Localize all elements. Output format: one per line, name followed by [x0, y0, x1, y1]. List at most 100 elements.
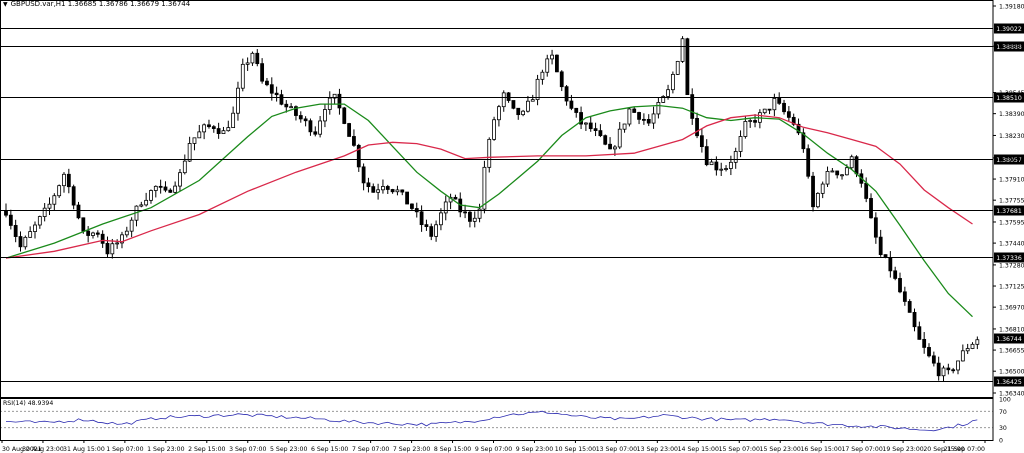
candle-body-down: [559, 71, 564, 88]
time-tick-label: 30 Aug 2021: [2, 446, 42, 453]
time-tick-label: 20 Sep 15:00: [923, 446, 964, 453]
candle-body-up: [178, 172, 182, 187]
candle-body-up: [236, 87, 240, 114]
candle-body-down: [66, 173, 71, 188]
candle: [748, 118, 753, 128]
candle: [216, 122, 221, 139]
candle-body-down: [806, 148, 811, 177]
candle: [651, 106, 656, 129]
candle-body-up: [52, 195, 57, 205]
candle-body-down: [168, 189, 173, 193]
candle-body-up: [530, 99, 535, 102]
time-tick-label: 2 Sep 15:00: [188, 446, 225, 453]
candle: [786, 106, 791, 122]
candle: [37, 215, 42, 229]
candle-body-up: [289, 106, 294, 109]
time-tick-label: 3 Sep 07:00: [229, 446, 266, 453]
candle: [767, 108, 772, 115]
candle: [941, 365, 946, 382]
candle-body-down: [608, 143, 612, 150]
candle-body-up: [656, 102, 661, 115]
time-tick-label: 15 Sep 23:00: [760, 446, 801, 453]
candle-body-down: [927, 347, 931, 357]
level-label-bg: [994, 41, 1024, 52]
candle: [680, 36, 685, 63]
candle: [815, 192, 820, 209]
candle: [487, 137, 492, 173]
price-tick-label: 1.37755: [999, 198, 1024, 205]
candle: [951, 367, 956, 374]
candle-body-up: [250, 52, 255, 64]
candle-body-up: [521, 110, 525, 116]
candle: [690, 88, 695, 125]
candle: [840, 174, 844, 180]
candle-body-down: [71, 186, 76, 206]
candle-body-up: [115, 242, 120, 245]
candle: [153, 185, 158, 198]
candle: [743, 116, 748, 139]
ma-line-green: [5, 103, 973, 318]
candle: [28, 226, 33, 238]
candle-body-up: [221, 130, 226, 134]
price-tick-label: 1.37595: [999, 219, 1024, 226]
candle-body-up: [323, 109, 327, 122]
candle: [424, 219, 429, 231]
candle-body-up: [501, 92, 506, 108]
candle-body-up: [840, 174, 844, 177]
candle: [168, 188, 173, 193]
candle: [139, 201, 144, 208]
candle-body-down: [898, 278, 902, 293]
candle: [385, 184, 390, 194]
candle-body-down: [385, 186, 390, 190]
candle-body-down: [777, 98, 782, 104]
candle-body-down: [555, 54, 559, 73]
rsi-line: [5, 410, 978, 432]
candle: [965, 343, 970, 354]
candle: [284, 100, 289, 113]
candle: [236, 81, 240, 121]
candle-body-up: [37, 216, 42, 226]
candle-body-up: [120, 234, 124, 244]
candle-body-up: [173, 185, 178, 193]
candle: [598, 124, 603, 138]
candle: [231, 106, 236, 128]
candle-body-down: [917, 326, 922, 340]
triangle-down-icon[interactable]: ▼: [3, 1, 8, 8]
candle-body-up: [439, 212, 443, 226]
candle: [463, 204, 467, 219]
candle-body-down: [646, 119, 651, 124]
level-label-bg: [994, 205, 1024, 216]
candle: [946, 363, 951, 375]
candle-body-up: [535, 78, 540, 100]
candle: [501, 90, 506, 112]
candle: [927, 343, 931, 358]
candle: [956, 360, 960, 375]
candle: [762, 108, 767, 115]
candle: [255, 49, 260, 67]
level-label: 1.38510: [996, 95, 1022, 102]
candle-body-down: [342, 107, 347, 124]
candle-body-down: [337, 93, 342, 109]
candle: [250, 51, 255, 66]
candle: [318, 115, 323, 138]
candle-body-up: [772, 98, 777, 111]
candle-body-down: [902, 291, 907, 302]
candle: [477, 203, 482, 223]
candle-body-down: [356, 144, 361, 168]
candle-body-up: [584, 122, 588, 125]
candle: [777, 92, 782, 105]
candle: [912, 308, 917, 332]
candle-body-up: [975, 339, 980, 345]
candle: [129, 217, 134, 238]
candle-body-up: [709, 161, 714, 166]
rsi-pane: RSI(14) 48.9394: [0, 400, 993, 432]
candle: [192, 137, 197, 151]
candle: [492, 116, 496, 141]
rsi-header-label: RSI(14) 48.9394: [3, 400, 53, 407]
current-price-bg: [994, 333, 1024, 344]
candle-body-up: [743, 121, 748, 137]
rsi-pane-frame: [0, 398, 994, 441]
candle-body-up: [617, 128, 622, 148]
candle: [873, 212, 878, 244]
candle-body-up: [231, 112, 236, 128]
